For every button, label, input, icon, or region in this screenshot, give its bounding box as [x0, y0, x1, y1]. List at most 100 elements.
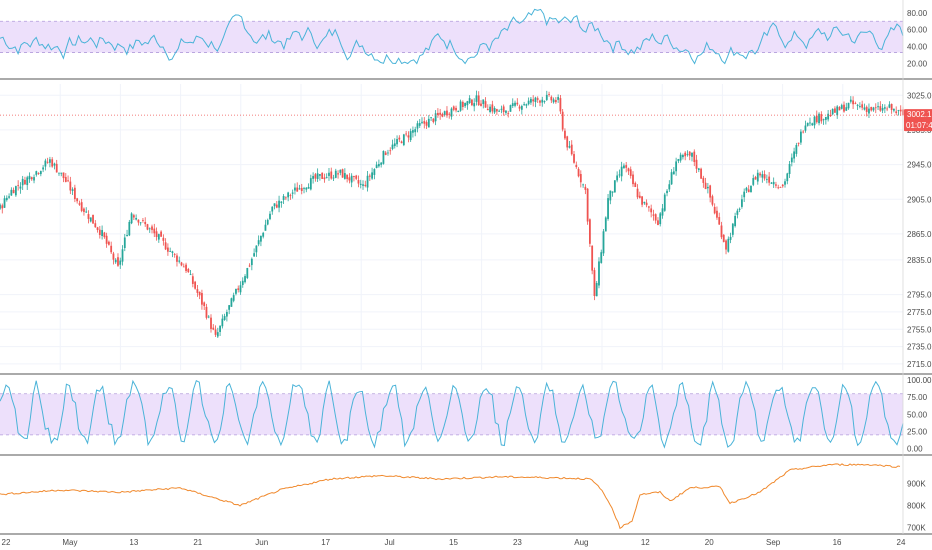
- candle-body: [407, 135, 410, 138]
- candle-body: [289, 195, 292, 196]
- candle-body: [815, 115, 818, 123]
- candle-body: [480, 103, 482, 106]
- candle-body: [743, 191, 746, 198]
- candle-body: [657, 220, 659, 225]
- candle-body: [874, 107, 877, 109]
- candle-body: [194, 281, 197, 289]
- candle-body: [436, 112, 439, 116]
- candle-body: [0, 204, 1, 209]
- candle-body: [736, 210, 739, 215]
- candle-body: [836, 106, 839, 116]
- candle-body: [452, 106, 455, 110]
- candle-body: [613, 180, 616, 193]
- candle-body: [534, 97, 537, 103]
- candle-body: [770, 182, 773, 184]
- candle-body: [291, 192, 294, 194]
- candle-body: [747, 189, 750, 193]
- candle-body: [486, 109, 489, 111]
- time-axis[interactable]: 22 May 13 21 Jun 17 Jul 15 23 Aug 12 20 Sep 16 24: [2, 538, 906, 547]
- candle-body: [523, 104, 526, 105]
- candle-body: [92, 214, 94, 224]
- candle-body: [239, 285, 242, 293]
- candle-body: [881, 107, 884, 111]
- candle-body: [387, 152, 389, 154]
- candle-body: [287, 192, 290, 198]
- candle-body: [806, 122, 809, 126]
- candle-body: [530, 98, 532, 103]
- price-tick: 2835.0: [907, 256, 932, 265]
- candle-body: [353, 175, 355, 177]
- candle-body: [119, 260, 122, 265]
- candle-body: [591, 245, 594, 271]
- candle-body: [493, 108, 496, 113]
- candle-body: [178, 260, 181, 262]
- candle-body: [570, 144, 573, 155]
- candle-body: [216, 332, 219, 337]
- x-axis-label: 22: [2, 538, 11, 547]
- candle-body: [706, 186, 709, 189]
- candle-body: [126, 235, 128, 237]
- candle-body: [756, 172, 759, 182]
- candle-body: [840, 105, 843, 109]
- candle-body: [579, 174, 582, 183]
- candle-body: [527, 100, 530, 105]
- candle-body: [201, 293, 203, 305]
- candle-body: [135, 217, 138, 220]
- candle-body: [777, 187, 780, 189]
- candle-body: [827, 113, 830, 120]
- candle-body: [273, 203, 276, 207]
- candle-body: [94, 223, 97, 228]
- candle-body: [182, 266, 185, 268]
- candle-body: [765, 178, 768, 180]
- candle-body: [357, 180, 360, 184]
- candle-body: [559, 98, 562, 112]
- candle-body: [334, 170, 337, 178]
- candle-body: [214, 329, 217, 335]
- candle-body: [196, 289, 199, 293]
- candle-body: [162, 237, 165, 241]
- candle-body: [514, 102, 516, 106]
- candle-body: [393, 143, 396, 147]
- candle-body: [468, 98, 471, 103]
- price-badge-value: 3002.1: [907, 110, 932, 119]
- candle-body: [890, 103, 893, 110]
- candle-body: [73, 187, 76, 200]
- top-oscillator-tick: 20.00: [907, 60, 928, 69]
- candle-body: [157, 234, 160, 240]
- candle-body: [831, 108, 834, 115]
- candle-body: [430, 117, 432, 119]
- candle-body: [130, 213, 133, 224]
- candle-body: [473, 103, 476, 107]
- candle-body: [641, 196, 643, 205]
- candle-body: [511, 103, 514, 107]
- candle-body: [402, 134, 405, 146]
- candle-body: [24, 179, 26, 185]
- candle-body: [500, 108, 503, 110]
- top-oscillator-band: [0, 21, 903, 53]
- price-tick: 2945.0: [907, 161, 932, 170]
- candle-body: [30, 177, 33, 180]
- candle-body: [625, 165, 628, 168]
- volume-pane: 900K 800K 700K: [0, 463, 926, 533]
- candle-body: [502, 106, 505, 113]
- candle-body: [51, 159, 54, 167]
- candle-body: [561, 111, 564, 130]
- candle-body: [852, 100, 854, 105]
- candle-body: [380, 162, 383, 165]
- candle-body: [491, 104, 494, 112]
- candle-body: [505, 110, 507, 113]
- stochastic-tick: 25.00: [907, 427, 928, 436]
- candle-body: [101, 230, 103, 236]
- x-axis-label: 13: [129, 538, 138, 547]
- candle-body: [155, 231, 158, 237]
- candle-body: [412, 130, 414, 133]
- candle-body: [745, 187, 748, 191]
- candle-body: [865, 106, 868, 112]
- top-oscillator-y-axis: 80.00 60.00 40.00 20.00: [907, 9, 928, 69]
- candle-body: [257, 240, 260, 245]
- candle-body: [790, 157, 793, 163]
- candle-body: [725, 240, 727, 250]
- stochastic-band: [0, 393, 903, 435]
- candle-body: [775, 184, 777, 186]
- candle-body: [359, 183, 362, 185]
